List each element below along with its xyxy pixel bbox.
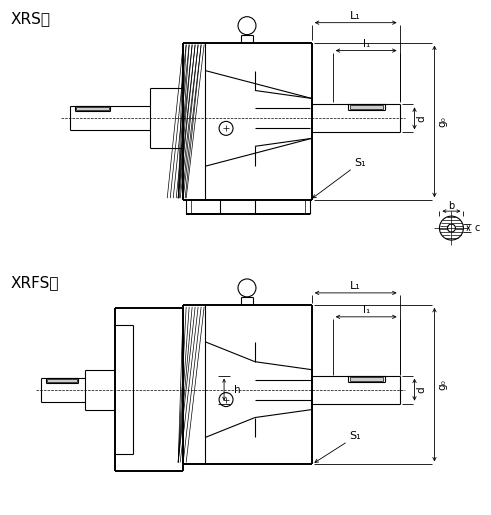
Text: XRS型: XRS型 [11, 11, 51, 26]
Bar [77, 108, 109, 110]
Text: b: b [448, 201, 455, 211]
Bar [350, 376, 382, 381]
Text: l₁: l₁ [362, 39, 370, 48]
Text: d: d [416, 115, 427, 122]
Text: XRFS型: XRFS型 [11, 276, 59, 290]
Text: S₁: S₁ [350, 432, 361, 441]
Text: S₁: S₁ [355, 158, 366, 168]
Text: L₁: L₁ [350, 11, 361, 21]
Bar [47, 379, 78, 382]
Text: l₁: l₁ [362, 305, 370, 315]
Text: d: d [416, 386, 427, 393]
Text: L₁: L₁ [350, 281, 361, 291]
Bar [350, 106, 382, 109]
Text: g₀: g₀ [437, 116, 447, 127]
Text: c: c [474, 223, 480, 233]
Text: h: h [234, 385, 241, 394]
Text: g₀: g₀ [437, 379, 447, 390]
